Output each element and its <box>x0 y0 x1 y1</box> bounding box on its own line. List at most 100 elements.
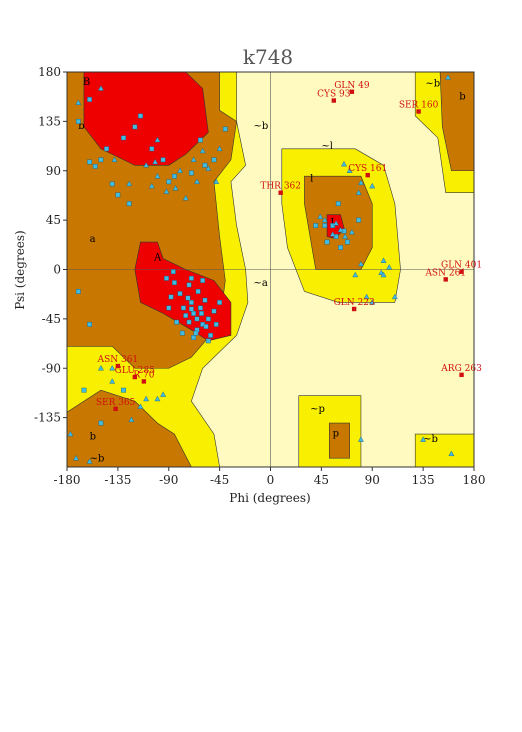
x-tick-label: 135 <box>412 473 435 487</box>
glycine-triangle <box>358 179 364 186</box>
residue-square <box>170 269 176 275</box>
glycine-triangle <box>317 213 324 220</box>
residue-square <box>164 275 169 281</box>
residue-square <box>211 157 217 163</box>
y-tick-label: -135 <box>34 411 61 425</box>
glycine-triangle <box>213 178 220 184</box>
residue-square <box>222 126 228 132</box>
glycine-triangle <box>346 167 353 173</box>
residue-square <box>191 310 197 316</box>
residue-square <box>168 294 174 300</box>
residue-square <box>205 316 211 322</box>
outlier-label: ASN 261 <box>424 268 466 278</box>
x-tick-label: -135 <box>104 473 131 487</box>
glycine-triangle <box>386 264 393 270</box>
residue-square <box>338 245 343 250</box>
glycine-triangle <box>333 220 340 226</box>
residue-square <box>177 291 183 297</box>
residue-square <box>181 305 186 311</box>
outlier-label: THR 362 <box>260 182 301 192</box>
region-label: L <box>330 218 337 229</box>
residue-square <box>75 118 81 124</box>
glycine-triangle <box>143 162 150 168</box>
residue-square <box>98 157 104 163</box>
residue-square <box>121 135 126 141</box>
glycine-triangle <box>363 293 370 300</box>
glycine-triangle <box>97 85 104 91</box>
glycine-triangle <box>86 458 93 464</box>
chart-title: k748 <box>243 45 293 69</box>
glycine-triangle <box>109 378 116 384</box>
region-label: ~a <box>254 278 268 289</box>
glycine-triangle <box>97 365 104 371</box>
residue-square <box>179 330 185 336</box>
residue-square <box>104 146 109 152</box>
residue-square <box>188 300 194 305</box>
residue-square <box>87 97 93 102</box>
outlier-marker <box>459 372 464 378</box>
residue-square <box>183 313 189 318</box>
outlier-label: SER 365 <box>96 398 136 408</box>
residue-square <box>335 201 341 207</box>
region-label: A <box>153 253 162 264</box>
glycine-triangle <box>352 271 359 278</box>
residue-square <box>208 332 213 338</box>
glycine-triangle <box>163 188 170 194</box>
residue-square <box>115 192 121 198</box>
region-label: l <box>310 174 313 185</box>
residue-square <box>324 239 330 245</box>
residue-square <box>203 324 209 329</box>
region-core-beta <box>83 71 209 166</box>
glycine-triangle <box>109 365 116 371</box>
outlier-marker <box>443 277 448 282</box>
outlier-label: CYS 93 <box>317 90 351 100</box>
zero-gridlines <box>67 72 474 467</box>
residue-square <box>194 316 200 322</box>
glycine-triangle <box>182 194 189 201</box>
glycine-triangle <box>369 182 376 189</box>
y-tick-label: -45 <box>42 312 61 326</box>
outlier-marker <box>115 363 121 369</box>
residue-square <box>198 137 203 143</box>
residue-square <box>356 217 362 223</box>
residue-square <box>211 308 217 314</box>
glycine-triangle <box>128 416 135 423</box>
y-tick-label: 0 <box>53 263 61 277</box>
residue-square <box>186 282 192 288</box>
glycine-triangle <box>152 158 159 165</box>
residue-square <box>149 146 155 152</box>
residue-square <box>344 239 350 245</box>
residue-square <box>202 297 208 303</box>
residue-square <box>188 275 194 281</box>
outlier-label: R 70 <box>133 370 154 380</box>
glycine-triangle <box>111 156 118 162</box>
glycine-triangle <box>194 178 200 184</box>
x-tick-label: -90 <box>159 473 178 487</box>
residue-square <box>172 173 177 179</box>
residue-square <box>87 159 93 165</box>
residue-square <box>132 124 138 130</box>
residue-square <box>126 201 132 207</box>
region-label: b <box>459 91 465 102</box>
y-tick-label: 45 <box>46 213 61 227</box>
glycine-triangle <box>154 395 161 402</box>
x-tick-label: 45 <box>314 473 329 487</box>
residue-square <box>166 179 172 185</box>
outlier-label: GLN 49 <box>334 81 370 91</box>
region-label: b <box>90 432 96 443</box>
outlier-label: ARG 263 <box>440 364 482 374</box>
region-label: ~b <box>425 78 440 89</box>
residue-square <box>98 420 104 426</box>
outlier-marker <box>416 109 421 114</box>
glycine-triangle <box>137 403 144 409</box>
glycine-triangle <box>380 257 387 263</box>
residue-square <box>202 162 208 168</box>
residue-square <box>195 289 201 294</box>
x-tick-label: -180 <box>54 473 81 487</box>
outlier-marker <box>132 374 138 380</box>
residue-square <box>92 163 98 169</box>
residue-square <box>172 280 177 286</box>
glycine-triangle <box>160 391 167 397</box>
outlier-marker <box>459 269 464 274</box>
